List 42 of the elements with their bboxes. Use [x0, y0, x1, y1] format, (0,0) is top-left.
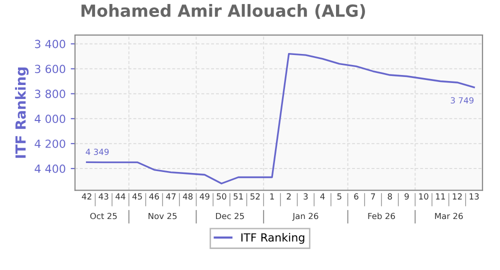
line-series — [86, 52, 475, 184]
x-tick-label: 5 — [337, 193, 342, 200]
y-tick-label: 3 400 — [35, 40, 66, 48]
x-tick-label: 51 — [234, 193, 243, 200]
x-tick-label: 50 — [216, 193, 226, 200]
x-tick-label: 13 — [470, 193, 479, 200]
data-label: 3 749 — [450, 97, 474, 104]
x-tick-label: 3 — [304, 193, 308, 200]
x-tick-label: 52 — [250, 193, 260, 200]
x-tick-label: 49 — [200, 193, 210, 200]
y-axis-title: ITF Ranking — [15, 68, 29, 158]
x-tick-label: 1 — [270, 193, 274, 200]
x-tick-label: 42 — [82, 193, 92, 200]
data-label: 4 349 — [86, 148, 109, 155]
x-tick-label: 45 — [132, 193, 142, 200]
x-tick-label: 46 — [149, 193, 159, 200]
y-tick-label: 3 800 — [35, 90, 66, 98]
x-tick-label: 2 — [286, 193, 291, 200]
x-tick-label: 12 — [452, 193, 462, 200]
x-tick-label: 4 — [320, 193, 325, 200]
legend-label: ITF Ranking — [241, 233, 304, 244]
x-tick-label: 43 — [98, 193, 108, 200]
x-tick-label: 6 — [354, 193, 358, 200]
text: Mar 26 — [435, 212, 463, 220]
y-tick-label: 3 600 — [35, 64, 66, 74]
chart-title: Mohamed Amir Allouach (ALG) — [82, 4, 365, 19]
text: Feb 26 — [368, 212, 395, 220]
text: Jan 26 — [292, 212, 318, 221]
text: Nov 25 — [148, 212, 177, 220]
text: Oct 25 — [90, 212, 117, 220]
y-tick-label: 4 000 — [34, 114, 66, 124]
x-tick-label: 44 — [116, 193, 126, 200]
x-tick-label: 47 — [166, 193, 176, 200]
x-tick-label: 11 — [436, 193, 445, 200]
x-tick-label: 48 — [182, 193, 193, 200]
y-tick-label: 4 400 — [34, 164, 66, 173]
text: Dec 25 — [216, 212, 244, 220]
y-tick-label: 4 200 — [34, 140, 66, 148]
x-tick-label: 7 — [371, 193, 375, 200]
x-tick-label: 8 — [388, 193, 392, 200]
x-tick-label: 10 — [419, 193, 428, 200]
x-tick-label: 9 — [404, 193, 409, 200]
